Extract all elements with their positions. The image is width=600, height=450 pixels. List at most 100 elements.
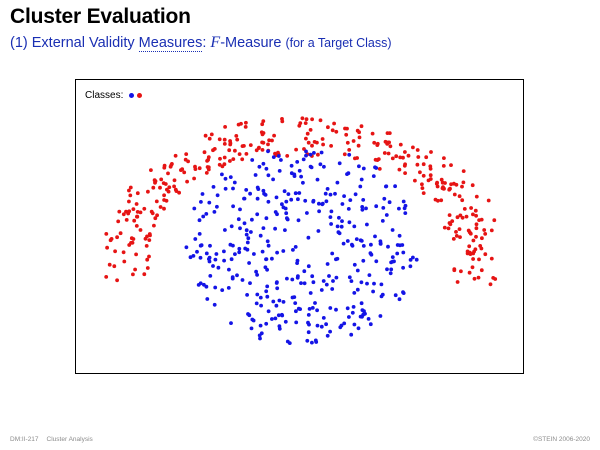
blue-class-point xyxy=(184,245,189,250)
red-class-point xyxy=(162,163,167,168)
blue-class-point xyxy=(249,326,254,331)
red-class-point xyxy=(142,272,147,277)
blue-class-point xyxy=(378,239,383,244)
red-class-point xyxy=(480,236,484,241)
blue-class-point xyxy=(325,187,330,191)
blue-class-point xyxy=(299,174,303,179)
blue-class-point xyxy=(265,239,270,244)
red-class-point xyxy=(217,137,222,142)
blue-class-point xyxy=(196,283,201,287)
blue-class-point xyxy=(401,199,406,204)
subtitle-prefix: (1) External Validity xyxy=(10,35,139,51)
blue-class-point xyxy=(192,206,197,211)
red-class-point xyxy=(202,150,207,155)
blue-class-point xyxy=(273,316,278,321)
red-class-point xyxy=(228,139,233,143)
blue-class-point xyxy=(284,211,289,216)
red-class-point xyxy=(155,213,159,218)
red-class-point xyxy=(489,228,494,233)
blue-class-point xyxy=(258,233,263,238)
blue-class-point xyxy=(212,302,217,307)
blue-class-point xyxy=(261,226,266,231)
red-class-point xyxy=(418,170,422,175)
blue-class-point xyxy=(328,329,332,334)
red-class-point xyxy=(294,147,298,152)
red-class-point xyxy=(372,140,377,145)
red-class-point xyxy=(148,233,152,238)
red-class-point xyxy=(447,213,452,218)
blue-class-point xyxy=(246,236,251,241)
blue-class-point xyxy=(216,265,221,270)
red-class-point xyxy=(138,228,143,232)
red-class-point xyxy=(397,167,402,172)
measures-link[interactable]: Measures xyxy=(138,35,203,52)
blue-class-point xyxy=(248,191,253,196)
blue-class-point xyxy=(306,235,311,240)
blue-class-point xyxy=(360,207,365,212)
red-class-point xyxy=(467,270,472,275)
blue-class-point xyxy=(355,268,360,273)
red-class-point xyxy=(390,156,395,161)
red-class-point xyxy=(373,157,378,162)
blue-class-point xyxy=(253,173,258,177)
red-class-point xyxy=(491,276,496,280)
blue-class-point xyxy=(360,314,364,319)
blue-class-point xyxy=(315,177,320,182)
blue-class-point xyxy=(324,282,329,287)
blue-class-point xyxy=(356,326,361,331)
blue-class-point xyxy=(293,301,298,305)
blue-class-point xyxy=(364,206,368,211)
blue-class-point xyxy=(401,250,406,255)
red-class-point xyxy=(476,275,481,280)
blue-class-point xyxy=(229,257,234,262)
red-class-point xyxy=(152,223,156,228)
red-class-point xyxy=(128,185,133,190)
blue-class-point xyxy=(255,212,260,217)
blue-class-point xyxy=(306,264,311,269)
red-class-point xyxy=(468,231,473,236)
blue-class-point xyxy=(285,339,290,344)
blue-class-point xyxy=(379,282,384,287)
red-class-point xyxy=(316,152,320,157)
red-class-point xyxy=(439,177,444,182)
blue-class-point xyxy=(223,186,228,191)
red-class-point xyxy=(310,143,314,148)
blue-class-point xyxy=(223,176,228,181)
red-class-point xyxy=(406,153,411,158)
red-class-point xyxy=(121,212,126,217)
blue-class-point xyxy=(358,184,363,189)
blue-class-point xyxy=(312,151,316,155)
red-class-point xyxy=(203,133,208,138)
red-class-point xyxy=(153,216,158,221)
blue-class-point xyxy=(315,323,320,328)
red-class-point xyxy=(165,187,169,192)
blue-class-point xyxy=(337,215,341,220)
blue-class-point xyxy=(211,185,216,189)
red-class-point xyxy=(261,119,266,123)
blue-class-point xyxy=(355,287,360,292)
red-class-point xyxy=(234,134,239,138)
red-class-point xyxy=(304,136,308,141)
blue-class-point xyxy=(345,239,350,243)
blue-class-point xyxy=(306,330,311,335)
red-class-point xyxy=(424,155,429,160)
blue-class-point xyxy=(390,255,395,259)
blue-class-point xyxy=(371,174,376,178)
blue-class-point xyxy=(337,161,342,166)
blue-class-point xyxy=(302,269,307,274)
red-class-point xyxy=(218,156,222,161)
red-class-point xyxy=(398,155,403,160)
red-class-point xyxy=(421,162,426,167)
blue-class-point xyxy=(308,152,313,157)
blue-class-point xyxy=(290,295,295,300)
blue-class-point xyxy=(249,230,253,234)
red-class-point xyxy=(159,177,164,182)
blue-class-point xyxy=(316,229,321,233)
blue-class-point xyxy=(335,180,340,185)
blue-class-point xyxy=(342,321,347,326)
blue-class-point xyxy=(310,306,315,310)
blue-class-point xyxy=(313,301,317,305)
blue-class-point xyxy=(293,245,298,249)
red-class-point xyxy=(318,118,323,123)
red-class-point xyxy=(306,140,311,145)
